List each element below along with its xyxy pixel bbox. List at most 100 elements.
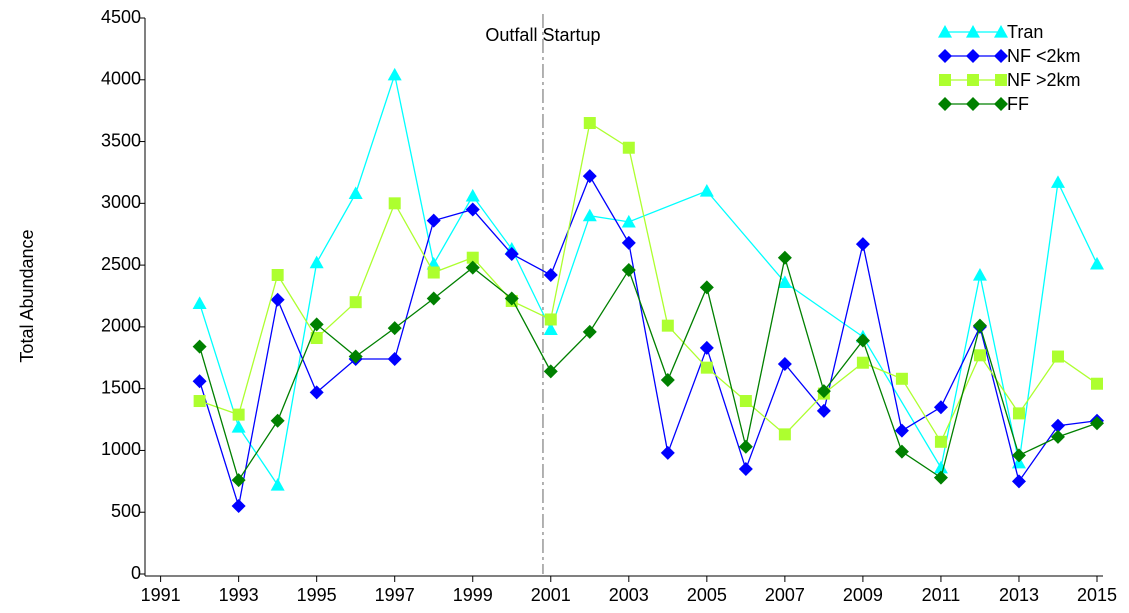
data-point xyxy=(387,321,402,336)
data-point xyxy=(1091,377,1103,390)
data-point xyxy=(1050,429,1065,444)
data-point xyxy=(388,197,401,210)
data-point xyxy=(660,373,675,388)
legend-marker xyxy=(966,25,980,38)
data-point xyxy=(1051,350,1064,363)
legend-marker xyxy=(966,97,980,111)
y-axis-label: Total Abundance xyxy=(17,229,37,362)
data-point xyxy=(583,117,596,130)
data-point xyxy=(387,352,402,367)
data-point xyxy=(777,356,792,371)
data-point xyxy=(348,349,363,364)
data-point xyxy=(582,324,597,339)
data-point xyxy=(426,291,441,306)
x-tick-label: 2001 xyxy=(531,585,571,605)
data-point xyxy=(894,444,909,459)
data-point xyxy=(231,473,246,488)
data-point xyxy=(543,322,558,335)
data-point xyxy=(933,400,948,415)
data-point xyxy=(933,460,948,474)
data-point xyxy=(973,349,986,362)
data-point xyxy=(387,67,402,81)
data-point xyxy=(426,213,441,228)
data-point xyxy=(1090,256,1104,270)
data-point xyxy=(699,340,714,355)
x-tick-label: 2003 xyxy=(609,585,649,605)
data-point xyxy=(465,260,480,275)
data-point xyxy=(621,263,636,278)
y-tick-label: 2500 xyxy=(101,254,141,274)
data-point xyxy=(504,291,519,306)
legend-marker xyxy=(995,74,1007,86)
data-point xyxy=(778,428,791,441)
data-point xyxy=(270,478,285,491)
annotation-text: Outfall Startup xyxy=(485,25,600,45)
data-point xyxy=(738,461,753,476)
x-tick-label: 2011 xyxy=(922,585,961,605)
data-point xyxy=(309,317,324,332)
data-point xyxy=(895,372,908,385)
data-point xyxy=(622,141,635,154)
data-point xyxy=(309,385,324,400)
legend-marker xyxy=(994,25,1008,38)
data-point xyxy=(231,419,246,433)
data-point xyxy=(544,313,557,326)
series-line xyxy=(199,121,1098,444)
data-point xyxy=(270,292,285,307)
legend-label: NF >2km xyxy=(1007,70,1081,90)
data-point xyxy=(465,188,480,202)
data-point xyxy=(738,439,753,454)
x-tick-label: 2007 xyxy=(765,585,805,605)
data-point xyxy=(466,251,479,264)
y-tick-label: 4500 xyxy=(101,7,141,27)
data-point xyxy=(621,214,636,228)
data-point xyxy=(349,296,362,309)
data-point xyxy=(700,361,713,374)
y-tick-label: 2000 xyxy=(101,316,141,336)
data-point xyxy=(816,384,831,399)
data-point xyxy=(934,435,947,448)
legend-marker xyxy=(994,97,1008,111)
data-point xyxy=(582,169,597,184)
data-point xyxy=(582,208,597,222)
data-point xyxy=(309,255,324,269)
x-tick-label: 1993 xyxy=(219,585,259,605)
data-point xyxy=(739,395,752,408)
data-point xyxy=(699,280,714,295)
x-tick-label: 2013 xyxy=(999,585,1039,605)
legend-marker xyxy=(938,25,952,38)
data-point xyxy=(271,268,284,281)
x-tick-label: 2005 xyxy=(687,585,727,605)
data-point xyxy=(192,374,207,389)
y-tick-label: 0 xyxy=(131,563,141,583)
legend-label: FF xyxy=(1007,94,1029,114)
data-point xyxy=(1050,175,1065,188)
data-point xyxy=(855,237,870,252)
data-point xyxy=(192,339,207,354)
data-point xyxy=(699,183,714,197)
data-point xyxy=(1090,416,1104,431)
y-tick-label: 4000 xyxy=(101,69,141,89)
x-tick-label: 2009 xyxy=(843,585,883,605)
data-point xyxy=(231,499,246,514)
data-point xyxy=(270,413,285,428)
x-tick-label: 2015 xyxy=(1077,585,1117,605)
x-tick-label: 1995 xyxy=(297,585,337,605)
data-point xyxy=(427,266,440,279)
legend-marker xyxy=(994,49,1008,63)
y-tick-label: 1500 xyxy=(101,377,141,397)
legend-marker xyxy=(966,49,980,63)
y-tick-label: 3000 xyxy=(101,192,141,212)
data-point xyxy=(504,246,519,261)
data-point xyxy=(1011,474,1026,489)
data-point xyxy=(972,267,987,281)
data-point xyxy=(193,395,206,408)
data-point xyxy=(1050,418,1065,433)
legend-marker xyxy=(938,97,952,111)
data-point xyxy=(348,186,363,200)
data-point xyxy=(232,408,245,421)
data-point xyxy=(1011,448,1026,463)
y-tick-label: 500 xyxy=(111,501,141,521)
data-point xyxy=(543,364,558,379)
